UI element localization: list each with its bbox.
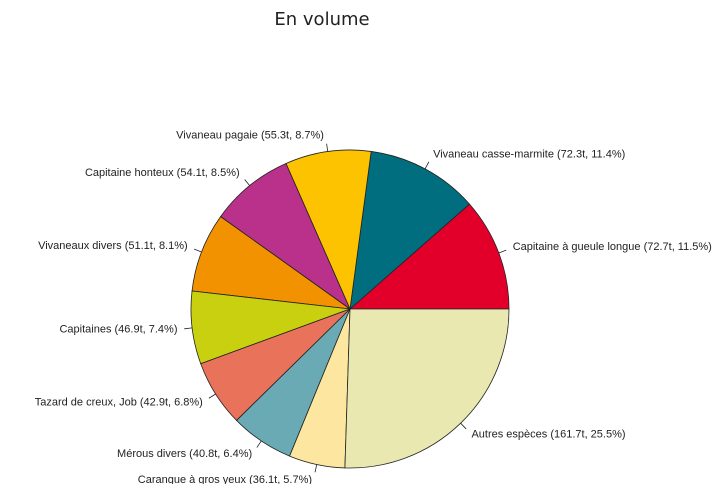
slice-label: Vivaneau pagaie (55.3t, 8.7%) (176, 130, 324, 142)
slice-label: Carangue à gros yeux (36.1t, 5.7%) (138, 474, 312, 484)
label-leader (326, 143, 329, 152)
label-leader (208, 393, 216, 399)
slice-label: Vivaneau casse-marmite (72.3t, 11.4%) (433, 149, 625, 161)
label-leader (424, 161, 430, 170)
slice-label: Capitaine à gueule longue (72.7t, 11.5%) (513, 241, 712, 253)
slice-label: Tazard de creux, Job (42.9t, 6.8%) (35, 396, 203, 408)
label-leader (498, 249, 507, 254)
slice-label: Vivaneaux divers (51.1t, 8.1%) (38, 240, 188, 252)
slice-label: Mérous divers (40.8t, 6.4%) (117, 448, 252, 460)
pie-slice (344, 308, 510, 469)
slice-label: Capitaine honteux (54.1t, 8.5%) (85, 167, 240, 179)
label-leader (184, 327, 193, 330)
label-leader (256, 440, 262, 448)
label-leader (460, 422, 467, 430)
slice-label: Autres espèces (161.7t, 25.5%) (471, 429, 625, 441)
pie-slice (220, 162, 351, 311)
slice-label: Capitaines (46.9t, 7.4%) (59, 324, 177, 336)
label-leader (194, 248, 202, 253)
label-leader (314, 464, 318, 473)
chart-title: En volume (274, 9, 369, 30)
label-leader (244, 179, 251, 186)
pie-slice (349, 150, 471, 311)
pie-slice (285, 149, 372, 311)
pie-slice (348, 203, 510, 310)
